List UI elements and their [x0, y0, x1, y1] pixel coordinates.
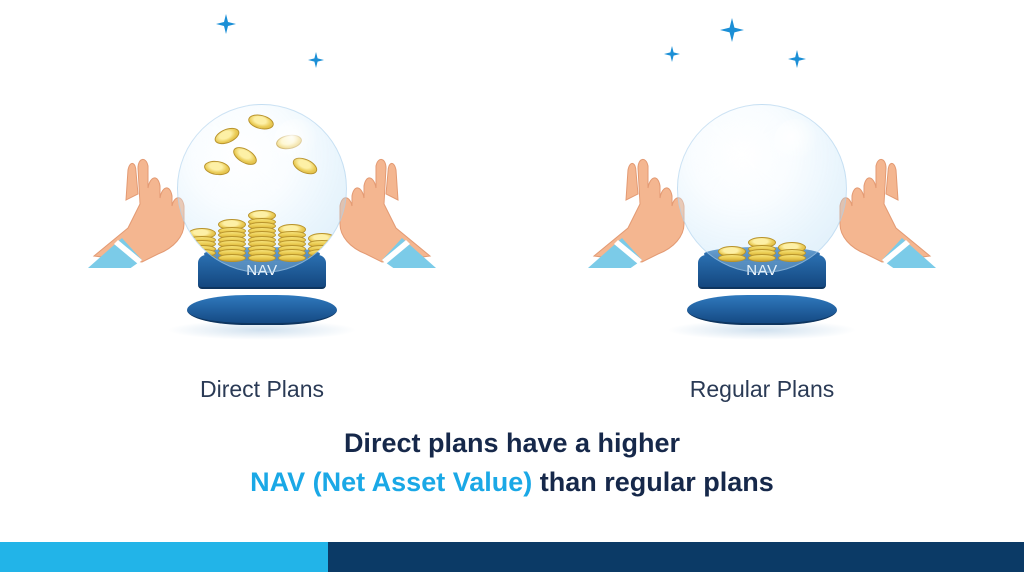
comparison-row: NAV Direct Plans NAV Regular Plans — [0, 0, 1024, 403]
glass-sphere — [677, 104, 847, 273]
caption-line2-rest: than regular plans — [532, 467, 774, 497]
coin-icon — [230, 143, 260, 168]
plan-label: Regular Plans — [690, 376, 834, 403]
crystal-ball-illustration: NAV — [592, 60, 932, 340]
sparkle-icon — [216, 14, 236, 39]
coin-icon — [203, 159, 231, 176]
plan-label: Direct Plans — [200, 376, 324, 403]
sparkle-icon — [720, 18, 744, 47]
coin-icon — [275, 133, 303, 151]
footer-bar-left — [0, 542, 328, 572]
crystal-ball-illustration: NAV — [92, 60, 432, 340]
caption-line1: Direct plans have a higher — [0, 424, 1024, 463]
coin-icon — [247, 112, 276, 132]
plan-direct: NAV Direct Plans — [92, 60, 432, 403]
coin-stacks — [192, 214, 332, 262]
caption: Direct plans have a higher NAV (Net Asse… — [0, 424, 1024, 502]
glass-sphere — [177, 104, 347, 273]
coin-icon — [290, 154, 319, 177]
coin-icon — [212, 125, 241, 148]
footer-bar — [0, 542, 1024, 572]
caption-highlight: NAV (Net Asset Value) — [250, 467, 532, 497]
plan-regular: NAV Regular Plans — [592, 60, 932, 403]
footer-bar-right — [328, 542, 1024, 572]
coin-stacks — [692, 241, 832, 262]
